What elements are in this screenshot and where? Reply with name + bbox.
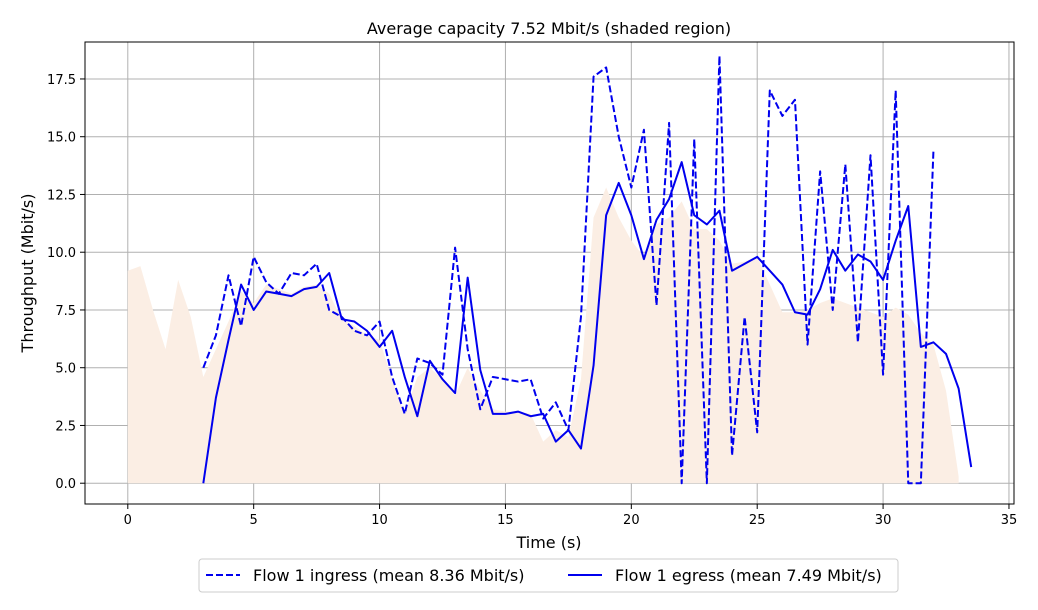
- chart-title: Average capacity 7.52 Mbit/s (shaded reg…: [367, 19, 731, 38]
- capacity-region: [127, 187, 959, 484]
- x-tick-label: 15: [497, 513, 514, 528]
- x-tick-label: 10: [371, 513, 388, 528]
- capacity-area: [127, 187, 959, 484]
- y-tick-label: 5.0: [55, 362, 76, 377]
- legend-box: [198, 558, 899, 593]
- legend-ingress-label: Flow 1 ingress (mean 8.36 Mbit/s): [253, 566, 525, 585]
- y-tick-label: 10.0: [47, 246, 76, 261]
- plot-area-frame: [84, 41, 1015, 505]
- x-axis-label: Time (s): [515, 533, 581, 552]
- x-tick-label: 0: [124, 513, 132, 528]
- x-tick-label: 5: [250, 513, 258, 528]
- x-tick-label: 20: [623, 513, 640, 528]
- legend-egress-label: Flow 1 egress (mean 7.49 Mbit/s): [615, 566, 882, 585]
- y-tick-label: 12.5: [47, 188, 76, 203]
- y-tick-label: 7.5: [55, 304, 76, 319]
- y-tick-label: 2.5: [55, 419, 76, 434]
- y-axis: 0.0 2.5 5.0 7.5 10.0 12.5 15.0 17.5: [47, 73, 85, 492]
- y-tick-label: 0.0: [55, 477, 76, 492]
- x-axis: 0 5 10 15 20 25 30 35: [124, 504, 1018, 528]
- egress-series-line: [202, 161, 973, 484]
- y-tick-label: 17.5: [47, 73, 76, 88]
- x-tick-label: 25: [749, 513, 766, 528]
- legend: Flow 1 ingress (mean 8.36 Mbit/s) Flow 1…: [198, 558, 899, 593]
- y-tick-label: 15.0: [47, 131, 76, 146]
- x-tick-label: 35: [1001, 513, 1018, 528]
- series-layer: [202, 54, 973, 485]
- x-tick-label: 30: [875, 513, 892, 528]
- y-axis-label: Throughput (Mbit/s): [18, 194, 37, 354]
